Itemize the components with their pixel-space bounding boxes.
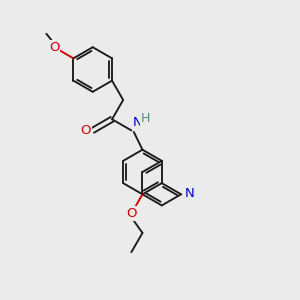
Text: N: N [133, 116, 142, 129]
Text: H: H [141, 112, 150, 125]
Text: O: O [49, 41, 59, 54]
Text: O: O [126, 207, 136, 220]
Text: O: O [81, 124, 91, 137]
Text: N: N [185, 188, 195, 200]
